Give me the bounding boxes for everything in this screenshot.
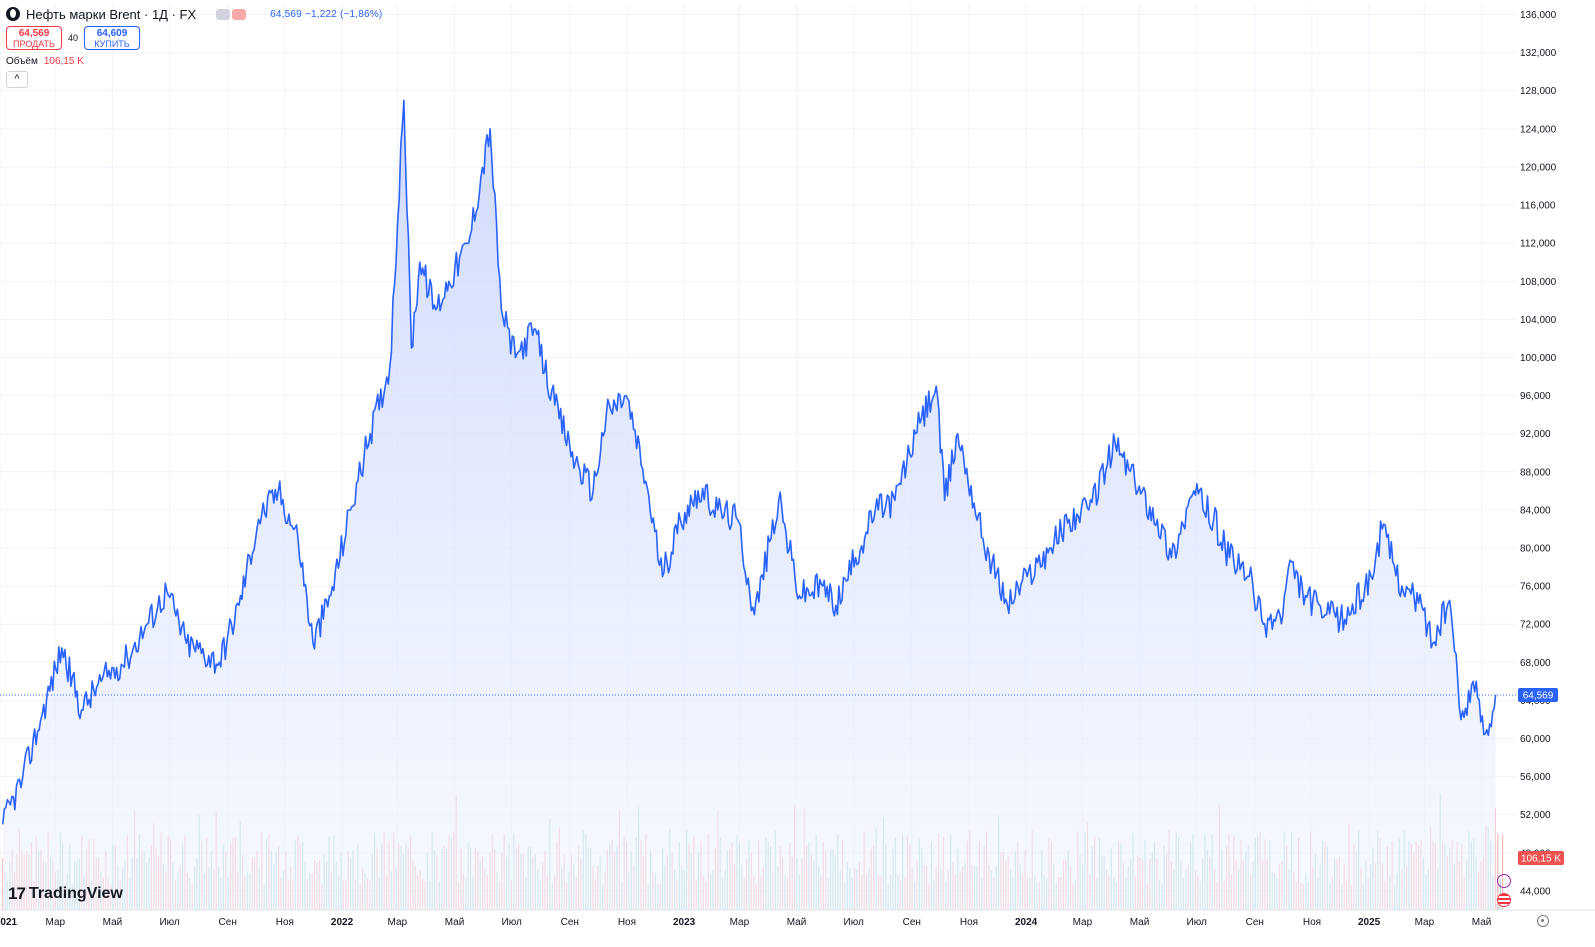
- x-tick-label: Июл: [159, 917, 179, 928]
- y-tick-label: 120,000: [1520, 162, 1557, 173]
- x-tick-label: Ноя: [618, 917, 636, 928]
- x-tick-label: Июл: [1187, 917, 1207, 928]
- volume-bar: [1502, 834, 1504, 910]
- symbol-title[interactable]: Нефть марки Brent · 1Д · FX: [26, 6, 197, 22]
- y-tick-label: 96,000: [1520, 391, 1551, 402]
- x-tick-label: Май: [787, 917, 807, 928]
- symbol-logo-icon: [6, 7, 20, 21]
- volume-label: Объём: [6, 56, 38, 67]
- tradingview-logo-mark: 17: [8, 884, 26, 903]
- y-tick-label: 128,000: [1520, 86, 1557, 97]
- x-tick-label: Май: [1472, 917, 1492, 928]
- y-tick-label: 60,000: [1520, 734, 1551, 745]
- x-tick-label: Мар: [1415, 917, 1435, 928]
- volume-bar: [2, 858, 4, 910]
- x-tick-label: Мар: [1073, 917, 1093, 928]
- x-tick-label: 2024: [1015, 917, 1038, 928]
- y-tick-label: 104,000: [1520, 315, 1557, 326]
- y-tick-label: 136,000: [1520, 10, 1557, 21]
- x-tick-label: 2025: [1358, 917, 1381, 928]
- y-tick-label: 44,000: [1520, 886, 1551, 897]
- settings-icon[interactable]: [1537, 915, 1549, 927]
- y-tick-label: 116,000: [1520, 201, 1556, 212]
- sell-label: ПРОДАТЬ: [13, 39, 55, 49]
- chart-legend: Нефть марки Brent · 1Д · FX 64,569 −1,22…: [6, 5, 382, 88]
- y-tick-label: 56,000: [1520, 772, 1551, 783]
- volume-legend[interactable]: Объём 106,15 K: [6, 56, 382, 67]
- y-tick-label: 84,000: [1520, 505, 1551, 516]
- x-tick-label: Май: [445, 917, 465, 928]
- x-tick-label: Мар: [388, 917, 408, 928]
- us-flag-icon[interactable]: [1497, 893, 1511, 907]
- y-tick-label: 108,000: [1520, 277, 1557, 288]
- y-tick-label: 132,000: [1520, 48, 1557, 59]
- x-tick-label: Ноя: [960, 917, 978, 928]
- volume-tag-label: 106,15 K: [1521, 854, 1561, 865]
- y-tick-label: 92,000: [1520, 429, 1551, 440]
- price-line: [2, 99, 1497, 825]
- y-tick-label: 72,000: [1520, 620, 1551, 631]
- x-tick-label: Мар: [46, 917, 66, 928]
- price-area: [2, 100, 1496, 911]
- collapse-legend-button[interactable]: ^: [6, 71, 28, 88]
- buy-price: 64,609: [96, 28, 128, 39]
- buy-label: КУПИТЬ: [94, 39, 130, 49]
- y-tick-label: 100,000: [1520, 353, 1557, 364]
- y-tick-label: 88,000: [1520, 467, 1551, 478]
- status-pill[interactable]: [216, 8, 247, 20]
- x-tick-label: Ноя: [276, 917, 294, 928]
- y-tick-label: 68,000: [1520, 658, 1551, 669]
- volume-value: 106,15 K: [43, 56, 84, 67]
- x-tick-label: Июл: [502, 917, 522, 928]
- x-tick-label: Мар: [730, 917, 750, 928]
- price-change-readout: 64,569 −1,222 (−1,86%): [270, 9, 382, 20]
- tradingview-logo[interactable]: 17 TradingView: [8, 884, 123, 904]
- flash-icon[interactable]: [1497, 874, 1511, 888]
- x-tick-label: 2022: [331, 917, 354, 928]
- last-price-tag: [1518, 688, 1558, 703]
- x-tick-label: 2023: [673, 917, 696, 928]
- x-tick-label: Ноя: [1303, 917, 1321, 928]
- y-tick-label: 76,000: [1520, 582, 1551, 593]
- volume-tag: [1518, 851, 1564, 865]
- spread-value: 40: [67, 33, 78, 43]
- buy-button[interactable]: 64,609 КУПИТЬ: [84, 26, 140, 50]
- x-tick-label: Сен: [903, 917, 921, 928]
- x-tick-label: Май: [103, 917, 123, 928]
- y-tick-label: 112,000: [1520, 239, 1556, 250]
- sell-button[interactable]: 64,569 ПРОДАТЬ: [6, 26, 62, 50]
- x-tick-label: Сен: [1246, 917, 1264, 928]
- y-tick-label: 52,000: [1520, 810, 1551, 821]
- x-tick-label: 2021: [0, 917, 18, 928]
- x-tick-label: Сен: [561, 917, 579, 928]
- x-tick-label: Сен: [219, 917, 237, 928]
- x-tick-label: Май: [1130, 917, 1150, 928]
- y-tick-label: 80,000: [1520, 544, 1551, 555]
- y-tick-label: 124,000: [1520, 124, 1557, 135]
- sell-price: 64,569: [18, 28, 50, 39]
- last-price: 64,569: [270, 8, 302, 20]
- price-change: −1,222 (−1,86%): [304, 8, 383, 20]
- tradingview-logo-text: TradingView: [28, 885, 123, 902]
- last-price-tag-label: 64,569: [1523, 691, 1554, 702]
- x-tick-label: Июл: [844, 917, 864, 928]
- volume-bar: [1497, 833, 1499, 910]
